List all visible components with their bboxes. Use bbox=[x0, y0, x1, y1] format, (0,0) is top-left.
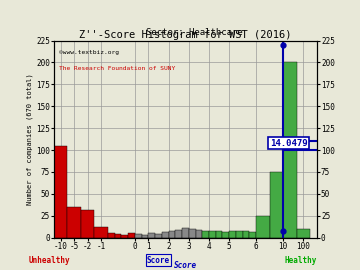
Bar bbox=[270, 172, 283, 238]
Bar bbox=[108, 233, 114, 238]
Bar bbox=[209, 231, 216, 238]
Y-axis label: Number of companies (670 total): Number of companies (670 total) bbox=[27, 73, 33, 205]
Bar bbox=[162, 232, 168, 238]
Bar bbox=[141, 235, 148, 238]
Bar bbox=[222, 232, 229, 238]
Bar bbox=[202, 231, 209, 238]
Bar bbox=[243, 231, 249, 238]
Bar bbox=[216, 231, 222, 238]
Title: Z''-Score Histogram for WST (2016): Z''-Score Histogram for WST (2016) bbox=[79, 31, 292, 40]
Bar bbox=[195, 230, 202, 238]
Text: Sector: Healthcare: Sector: Healthcare bbox=[146, 28, 243, 37]
Bar bbox=[148, 233, 155, 238]
Text: The Research Foundation of SUNY: The Research Foundation of SUNY bbox=[59, 66, 176, 71]
Bar bbox=[81, 210, 94, 238]
Bar bbox=[229, 231, 236, 238]
Text: Score: Score bbox=[174, 261, 197, 270]
Bar bbox=[297, 229, 310, 238]
Bar bbox=[155, 234, 162, 238]
Bar bbox=[94, 227, 108, 238]
Bar bbox=[256, 216, 270, 238]
Text: ©www.textbiz.org: ©www.textbiz.org bbox=[59, 50, 119, 55]
Bar bbox=[189, 229, 195, 238]
Bar bbox=[128, 233, 135, 238]
Bar bbox=[283, 62, 297, 238]
Bar bbox=[135, 234, 141, 238]
Bar bbox=[236, 231, 243, 238]
Text: Unhealthy: Unhealthy bbox=[29, 256, 71, 265]
Bar bbox=[175, 230, 182, 238]
Text: 14.0479: 14.0479 bbox=[270, 139, 307, 148]
Text: Healthy: Healthy bbox=[284, 256, 317, 265]
Bar bbox=[121, 235, 128, 238]
Bar bbox=[114, 234, 121, 238]
Bar bbox=[67, 207, 81, 238]
Bar bbox=[249, 232, 256, 238]
Bar bbox=[168, 231, 175, 238]
Text: Score: Score bbox=[147, 256, 170, 265]
Bar bbox=[182, 228, 189, 238]
Bar bbox=[54, 146, 67, 238]
